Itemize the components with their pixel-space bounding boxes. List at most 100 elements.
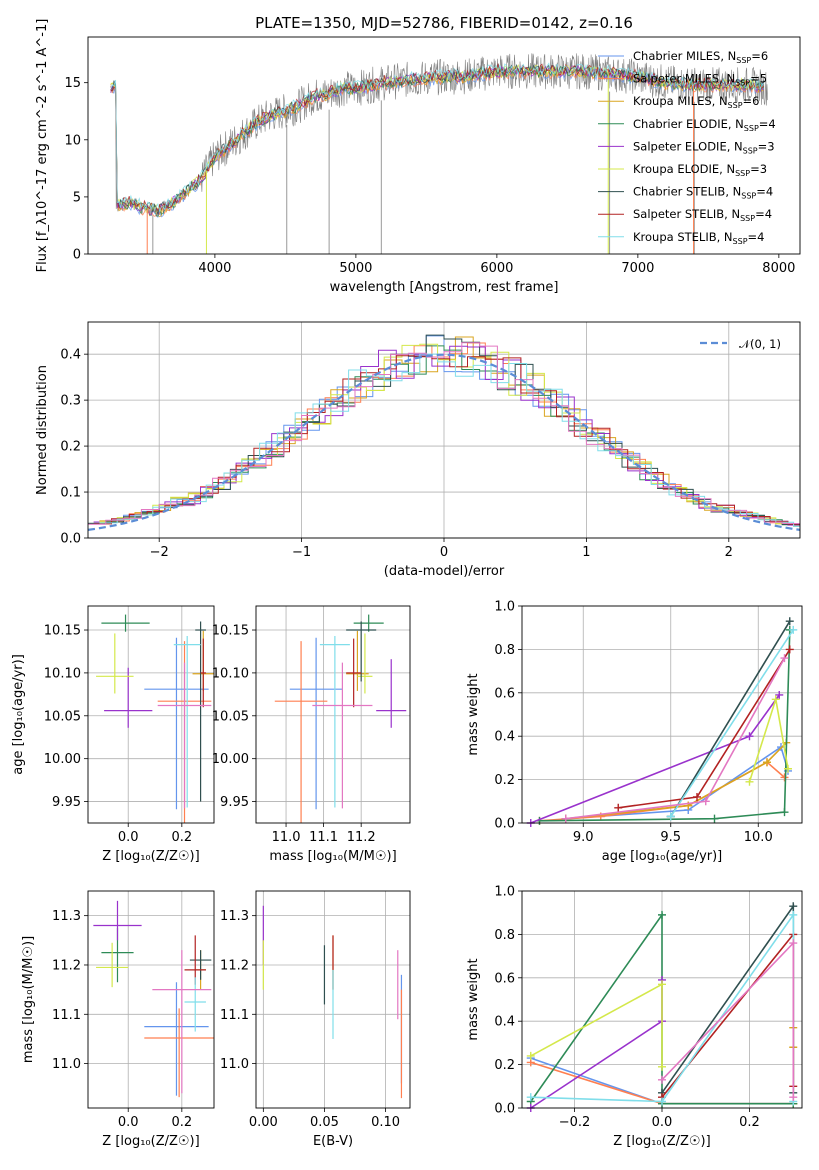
mass-weight-marker xyxy=(789,910,798,919)
panel-massweight_vs_Z: −0.2 0.0 0.2 0.0 0.2 0.4 0.6 0.8 1.0 Z [log₁₀(Z/Z… xyxy=(466,885,803,1149)
axes-frame xyxy=(87,605,215,824)
y-axis-label: age [log₁₀(age/yr)] xyxy=(11,654,26,775)
x-tick-label: 0.0 xyxy=(118,830,139,845)
x-tick-label: 0.2 xyxy=(171,1115,192,1130)
y-tick-label: 0 xyxy=(73,248,81,263)
y-tick-label: 1.0 xyxy=(494,600,515,615)
x-tick-label: 11.1 xyxy=(309,830,338,845)
y-tick-label: 10.10 xyxy=(212,666,249,681)
mass-weight-marker xyxy=(658,1075,666,1084)
mass-weight-line-8 xyxy=(670,629,794,817)
mass-weight-marker xyxy=(745,732,754,741)
legend-label: Chabrier STELIB, NSSP=4 xyxy=(633,185,773,201)
normal-reference-curve xyxy=(87,353,801,531)
x-axis-label: mass [log₁₀(M/M☉)] xyxy=(269,849,396,864)
y-tick-label: 11.0 xyxy=(220,1057,249,1072)
y-tick-label: 0.1 xyxy=(60,486,81,501)
y-tick-label: 11.2 xyxy=(52,958,81,973)
mass-weight-marker xyxy=(785,617,794,626)
x-tick-label: 0.10 xyxy=(371,1115,400,1130)
y-tick-label: 10.15 xyxy=(212,624,249,639)
y-tick-label: 0.6 xyxy=(494,971,515,986)
y-tick-label: 1.0 xyxy=(494,885,515,900)
x-tick-label: 0.05 xyxy=(310,1115,339,1130)
y-tick-label: 0.3 xyxy=(60,394,81,409)
x-tick-label: 4000 xyxy=(198,261,231,276)
y-tick-label: 0.0 xyxy=(60,532,81,547)
x-axis-label: (data-model)/error xyxy=(384,564,505,579)
legend-label: 𝒩(0, 1) xyxy=(739,337,781,351)
mass-weight-marker xyxy=(784,764,792,773)
residual-histogram-9 xyxy=(88,342,800,525)
x-tick-label: 0.0 xyxy=(652,1115,673,1130)
x-tick-label: 6000 xyxy=(480,261,513,276)
y-axis-label: Normed distribution xyxy=(35,365,50,495)
mass-weight-marker xyxy=(763,758,771,767)
y-axis-label: Flux [f_λ10^-17 erg cm^-2 s^-1 A^-1] xyxy=(35,19,50,273)
mass-weight-marker xyxy=(789,1093,798,1102)
y-tick-label: 10.00 xyxy=(212,752,249,767)
y-tick-label: 5 xyxy=(73,190,81,205)
y-tick-label: 11.2 xyxy=(220,958,249,973)
mass-weight-marker xyxy=(614,803,623,812)
mass-weight-marker xyxy=(710,814,719,823)
x-axis-label: Z [log₁₀(Z/Z☉)] xyxy=(613,1134,710,1149)
x-tick-label: −0.2 xyxy=(559,1115,591,1130)
x-tick-label: 0.2 xyxy=(739,1115,760,1130)
mass-weight-line-6 xyxy=(670,620,791,817)
mass-weight-marker xyxy=(780,808,789,817)
y-tick-label: 0.8 xyxy=(494,928,515,943)
panel-age_vs_Z: 0.0 0.2 9.95 10.00 10.05 10.10 10.15 Z [log₁₀(Z… xyxy=(11,605,215,864)
mass-weight-marker xyxy=(693,792,701,801)
x-tick-label: 8000 xyxy=(762,261,795,276)
x-axis-label: Z [log₁₀(Z/Z☉)] xyxy=(102,849,199,864)
y-tick-label: 0.2 xyxy=(494,1058,515,1073)
mass-weight-marker xyxy=(526,1051,535,1060)
y-tick-label: 0.4 xyxy=(60,348,81,363)
mass-weight-marker xyxy=(771,695,780,704)
y-tick-label: 0.8 xyxy=(494,643,515,658)
y-tick-label: 0.4 xyxy=(494,1015,515,1030)
x-tick-label: 2 xyxy=(725,545,733,560)
x-tick-label: 10.0 xyxy=(744,830,773,845)
mass-weight-marker xyxy=(701,797,710,806)
mass-weight-marker xyxy=(658,910,666,919)
mass-weight-marker xyxy=(561,814,570,823)
mass-weight-line-3 xyxy=(539,629,791,822)
y-tick-label: 10.15 xyxy=(44,624,81,639)
panel-residuals: −2 −1 0 1 2 0.0 0.1 0.2 0.3 0.4 (data-model)/error… xyxy=(35,321,801,579)
legend-label: Kroupa STELIB, NSSP=4 xyxy=(633,230,764,246)
axes-frame xyxy=(521,890,803,1109)
figure-title: PLATE=1350, MJD=52786, FIBERID=0142, z=0… xyxy=(255,14,633,32)
axes-frame xyxy=(255,605,411,824)
legend-label: Salpeter ELODIE, NSSP=3 xyxy=(633,139,775,155)
mass-weight-marker xyxy=(658,980,666,989)
y-tick-label: 0.0 xyxy=(494,1102,515,1117)
x-tick-label: 0 xyxy=(440,545,448,560)
y-tick-label: 15 xyxy=(64,76,81,91)
panel-mass_vs_ebv: 0.00 0.05 0.10 11.0 11.1 11.2 11.3 E(B-V) xyxy=(220,890,411,1149)
mass-weight-marker xyxy=(789,625,798,634)
x-tick-label: 11.2 xyxy=(347,830,376,845)
legend-label: Salpeter MILES, NSSP=5 xyxy=(633,72,767,88)
mass-weight-marker xyxy=(658,1097,666,1106)
legend-label: Salpeter STELIB, NSSP=4 xyxy=(633,207,772,223)
mass-weight-line-2 xyxy=(565,742,787,820)
x-tick-label: 9.5 xyxy=(660,830,681,845)
mass-weight-marker xyxy=(666,812,675,821)
y-tick-label: 10 xyxy=(64,133,81,148)
x-tick-label: 7000 xyxy=(621,261,654,276)
spectrum-model-7 xyxy=(110,62,764,214)
x-axis-label: wavelength [Angstrom, rest frame] xyxy=(330,280,559,295)
y-tick-label: 0.2 xyxy=(60,440,81,455)
y-axis-label: mass weight xyxy=(466,673,481,755)
mass-weight-line-0 xyxy=(565,745,789,820)
x-axis-label: E(B-V) xyxy=(313,1134,353,1149)
mass-weight-marker xyxy=(789,939,798,948)
y-tick-label: 11.1 xyxy=(52,1008,81,1023)
y-tick-label: 9.95 xyxy=(52,795,81,810)
y-tick-label: 0.0 xyxy=(494,817,515,832)
legend-label: Chabrier MILES, NSSP=6 xyxy=(633,49,768,65)
x-tick-label: −1 xyxy=(292,545,311,560)
